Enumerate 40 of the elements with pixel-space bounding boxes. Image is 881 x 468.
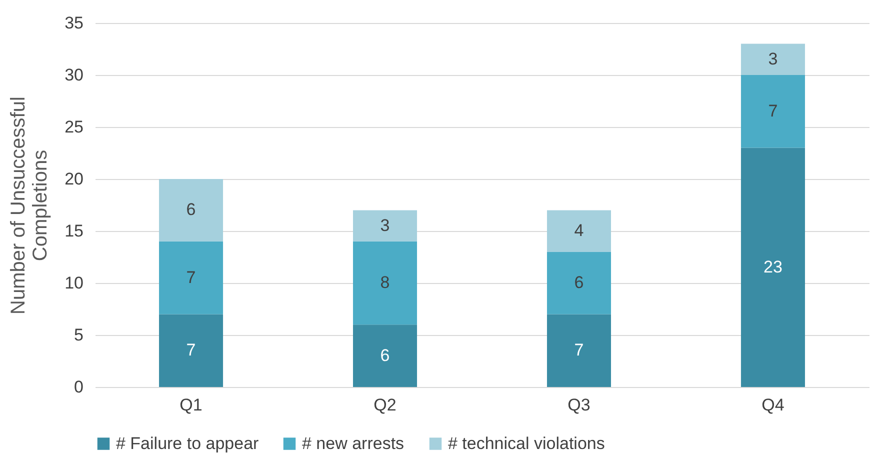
y-axis-title: Number of Unsuccessful Completions — [8, 96, 52, 314]
bar — [159, 241, 224, 314]
y-tick-label: 15 — [64, 222, 84, 240]
legend-label: # technical violations — [448, 434, 605, 453]
data-label: 7 — [186, 268, 196, 287]
bar — [546, 314, 611, 387]
x-tick-label: Q3 — [568, 396, 590, 414]
x-tick-label: Q1 — [180, 396, 202, 414]
data-label: 23 — [764, 257, 782, 276]
bar — [159, 179, 224, 242]
data-label: 7 — [574, 340, 584, 360]
bar — [353, 324, 418, 387]
data-label: 7 — [186, 340, 196, 360]
y-tick-label: 20 — [64, 170, 84, 188]
x-tick-label: Q4 — [762, 396, 784, 414]
bar — [740, 148, 805, 387]
bar — [740, 75, 805, 148]
bar — [740, 44, 805, 75]
y-tick-label: 30 — [64, 66, 84, 84]
bar — [353, 210, 418, 242]
legend-label: # new arrests — [302, 434, 404, 453]
bar — [546, 252, 611, 314]
legend-label: # Failure to appear — [116, 434, 260, 453]
data-label: 6 — [380, 346, 390, 365]
bar — [159, 314, 224, 387]
bar — [546, 210, 611, 252]
data-label: 4 — [574, 221, 584, 240]
data-label: 3 — [380, 216, 390, 235]
bar — [353, 241, 418, 325]
x-tick-label: Q2 — [374, 396, 396, 414]
y-tick-label: 25 — [64, 118, 84, 136]
data-label: 6 — [574, 273, 584, 292]
y-tick-label: 10 — [64, 274, 84, 292]
data-label: 6 — [186, 200, 196, 220]
y-tick-label: 0 — [74, 378, 84, 396]
y-tick-label: 35 — [64, 14, 84, 32]
data-label: 8 — [380, 273, 390, 292]
y-tick-label: 5 — [74, 326, 84, 344]
data-label: 3 — [768, 49, 778, 68]
data-label: 7 — [768, 101, 778, 120]
